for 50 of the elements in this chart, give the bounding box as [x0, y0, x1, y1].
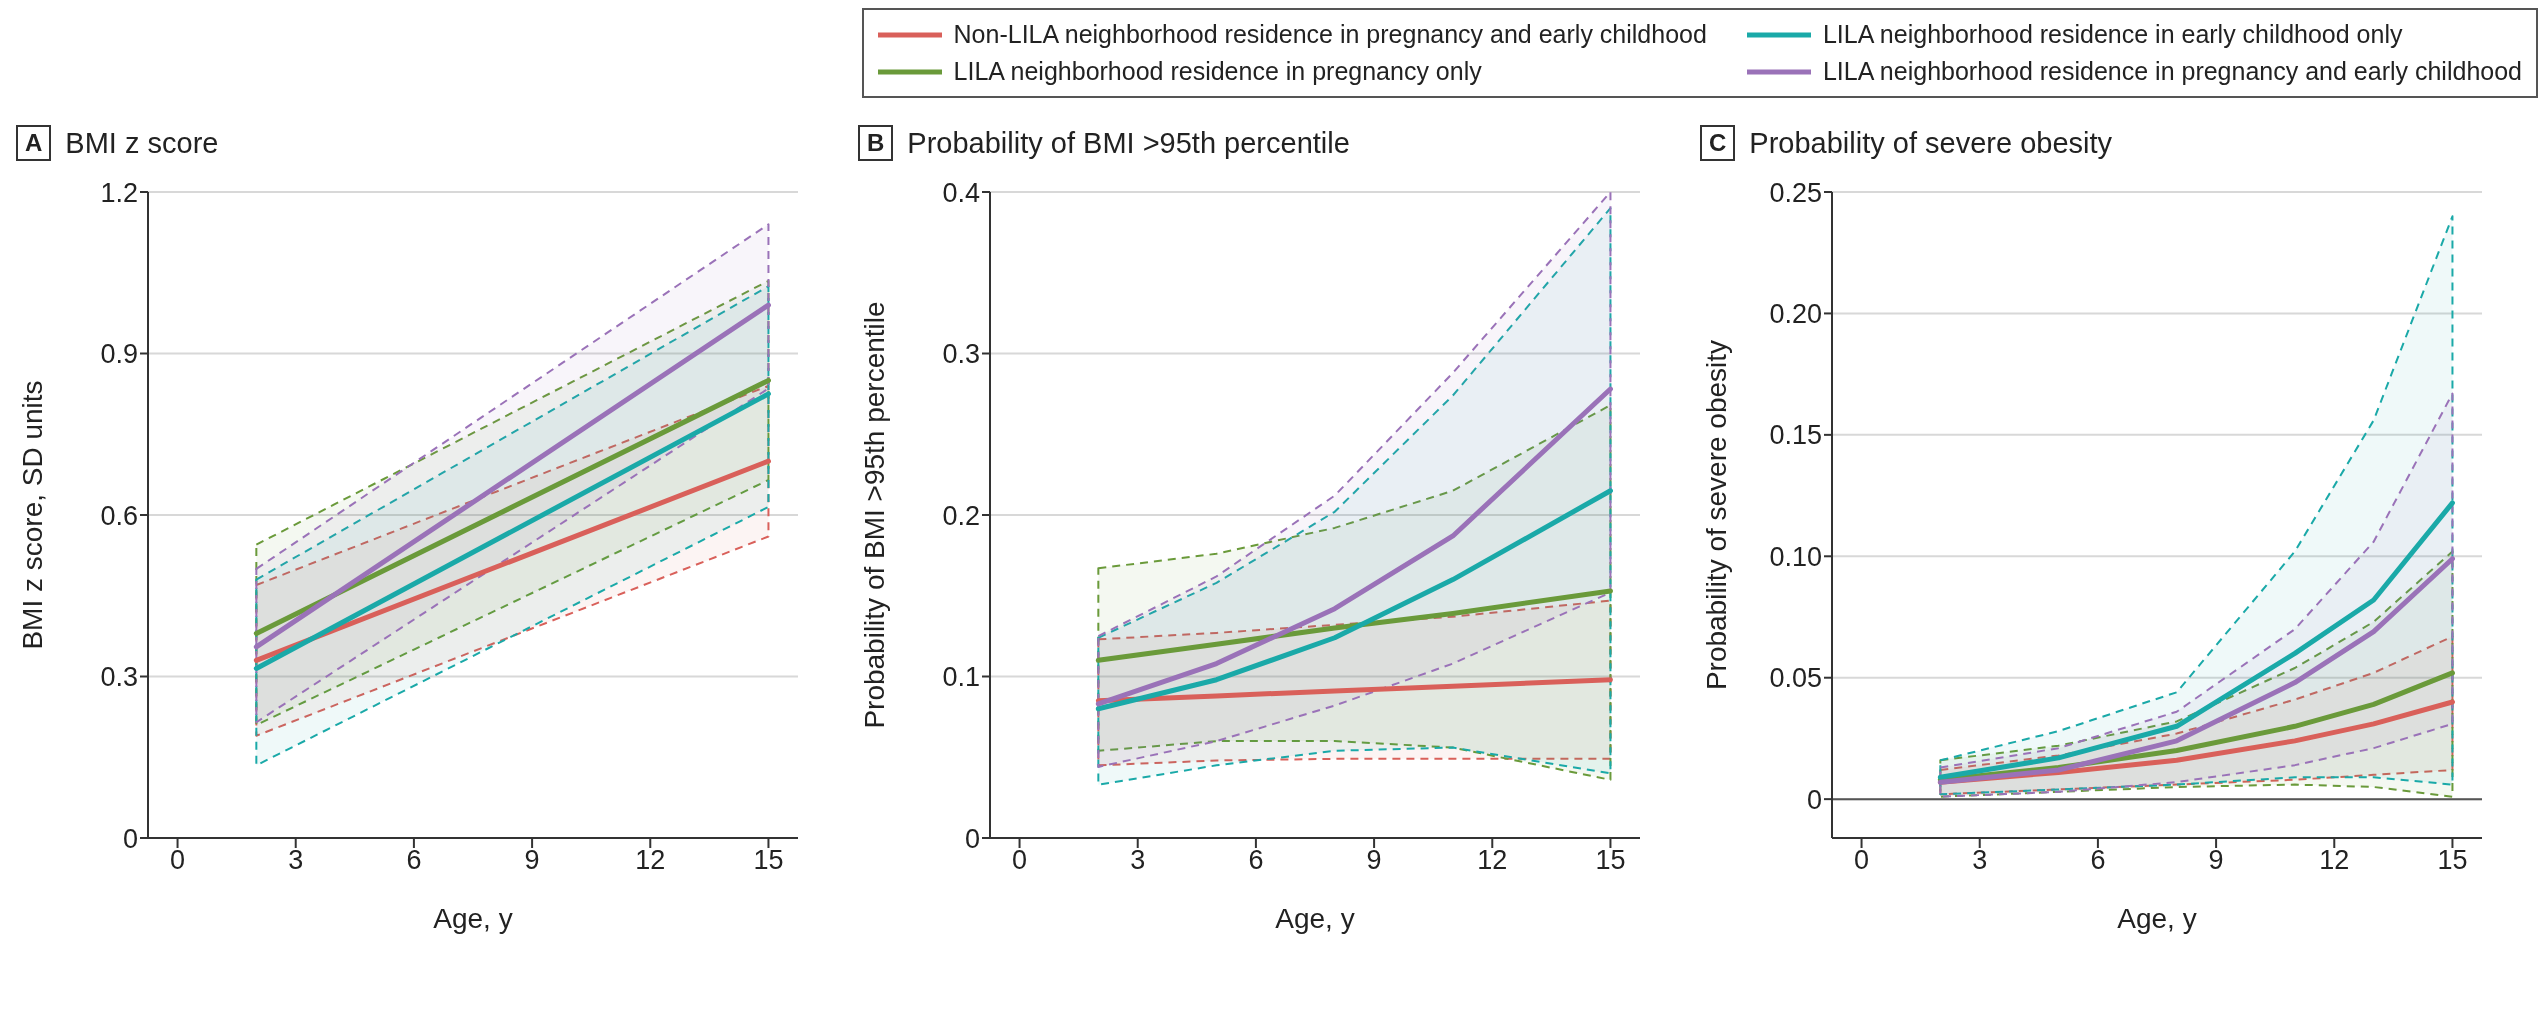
- y-axis-title: Probability of BMI >95th percentile: [858, 301, 890, 729]
- x-tick-label: 15: [2437, 845, 2468, 876]
- y-tick-label: 0.3: [100, 662, 138, 693]
- y-tick-label: 0.3: [942, 339, 980, 370]
- text: B: [858, 125, 894, 161]
- x-tick-label: 6: [2090, 845, 2106, 876]
- y-tick-label: 0.6: [100, 500, 138, 531]
- x-tick-label: 9: [1366, 845, 1382, 876]
- x-tick-label: 6: [1248, 845, 1264, 876]
- y-tick-label: 0.4: [942, 177, 980, 208]
- legend-label: LILA neighborhood residence in early childhood only: [1822, 20, 2403, 49]
- x-tick-label: 0: [170, 845, 186, 876]
- text: C: [1700, 125, 1736, 161]
- chart-title: Probability of severe obesity: [1749, 126, 2113, 160]
- x-tick-label: 0: [1012, 845, 1028, 876]
- x-axis-title: Age, y: [1275, 903, 1355, 934]
- y-tick-label: 1.2: [100, 177, 138, 208]
- x-tick-label: 6: [406, 845, 422, 876]
- y-tick-label: 0.1: [942, 662, 980, 693]
- legend-label: LILA neighborhood residence in pregnancy only: [953, 57, 1482, 86]
- y-tick-label: 0: [122, 823, 138, 854]
- x-tick-label: 0: [1854, 845, 1870, 876]
- x-tick-label: 9: [2208, 845, 2224, 876]
- y-tick-label: 0.15: [1769, 420, 1822, 451]
- x-tick-label: 3: [288, 845, 304, 876]
- y-tick-label: 0.25: [1769, 177, 1822, 208]
- x-tick-label: 12: [1477, 845, 1508, 876]
- y-tick-label: 0.2: [942, 500, 980, 531]
- legend-label: Non-LILA neighborhood residence in pregnancy and early childhood: [953, 20, 1707, 49]
- y-axis-title: Probability of severe obesity: [1700, 339, 1732, 691]
- y-axis-title: BMI z score, SD units: [16, 380, 48, 650]
- x-tick-label: 3: [1972, 845, 1988, 876]
- y-tick-label: 0.20: [1769, 299, 1822, 330]
- x-tick-label: 9: [524, 845, 540, 876]
- x-tick-label: 15: [753, 845, 784, 876]
- x-tick-label: 12: [2319, 845, 2350, 876]
- y-tick-label: 0: [1806, 784, 1822, 815]
- x-tick-label: 3: [1130, 845, 1146, 876]
- chart-title: Probability of BMI >95th percentile: [907, 126, 1350, 160]
- legend-label: LILA neighborhood residence in pregnancy and early childhood: [1822, 57, 2522, 86]
- y-tick-label: 0: [964, 823, 980, 854]
- y-tick-label: 0.9: [100, 339, 138, 370]
- x-tick-label: 15: [1595, 845, 1626, 876]
- x-axis-title: Age, y: [2117, 903, 2197, 934]
- text: A: [16, 125, 52, 161]
- x-axis-title: Age, y: [433, 903, 513, 934]
- x-tick-label: 12: [635, 845, 666, 876]
- y-tick-label: 0.05: [1769, 663, 1822, 694]
- chart-title: BMI z score: [65, 126, 219, 160]
- y-tick-label: 0.10: [1769, 541, 1822, 572]
